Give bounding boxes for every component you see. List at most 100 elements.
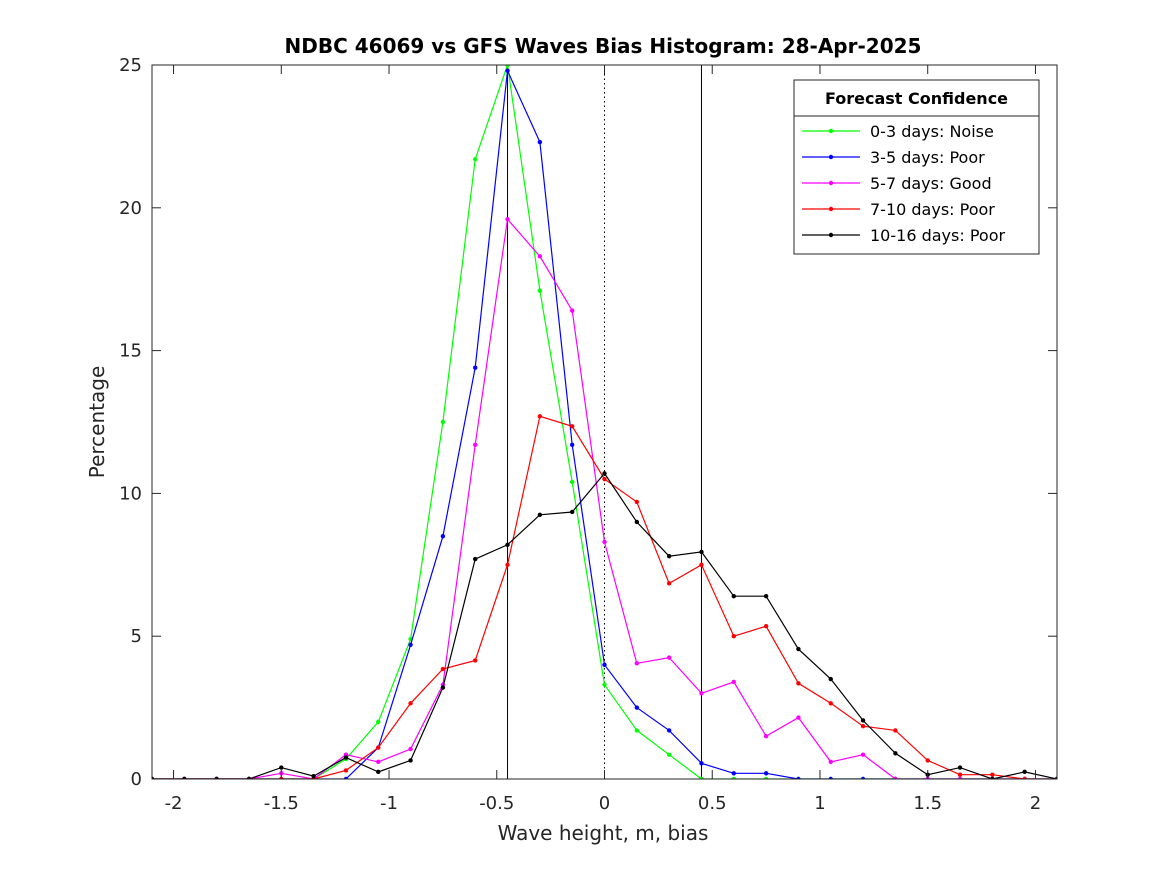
data-point: [1054, 776, 1057, 779]
data-point: [860, 723, 866, 729]
y-tick-label: 15: [119, 341, 142, 362]
data-point: [634, 519, 640, 525]
data-point: [860, 718, 866, 723]
legend-label: 3-5 days: Poor: [870, 148, 985, 167]
y-tick-label: 25: [119, 55, 142, 76]
data-point: [763, 733, 769, 739]
data-point: [602, 662, 607, 667]
y-tick-label: 10: [119, 483, 142, 504]
legend-item-3: 7-10 days: Poor: [802, 200, 995, 219]
data-point: [569, 442, 575, 448]
data-point: [408, 701, 413, 706]
data-point: [537, 414, 543, 419]
data-point: [731, 776, 736, 779]
data-point: [828, 776, 833, 779]
data-point: [796, 715, 801, 720]
data-point: [569, 509, 575, 515]
data-point: [376, 769, 381, 775]
data-point: [602, 476, 607, 482]
data-point: [473, 442, 478, 448]
x-tick-label: 0: [599, 793, 610, 814]
data-point: [537, 254, 543, 259]
data-point: [343, 768, 349, 773]
data-point: [505, 65, 510, 68]
data-point: [376, 745, 381, 750]
x-tick-label: -1.5: [264, 793, 299, 814]
x-axis-label: Wave height, m, bias: [498, 821, 709, 845]
data-point: [602, 539, 607, 545]
legend-item-2: 5-7 days: Good: [802, 174, 992, 193]
legend-marker: [828, 154, 834, 160]
data-point: [699, 761, 704, 766]
data-point: [990, 776, 995, 779]
data-point: [893, 776, 898, 779]
data-point: [505, 217, 510, 222]
data-point: [408, 758, 413, 763]
legend-label: 0-3 days: Noise: [870, 122, 994, 141]
data-point: [860, 752, 866, 757]
data-point: [634, 728, 640, 733]
reference-lines: [507, 65, 702, 779]
x-tick-label: 2: [1030, 793, 1041, 814]
data-point: [376, 719, 381, 725]
data-point: [763, 771, 769, 776]
data-point: [699, 776, 704, 779]
data-point: [699, 549, 704, 555]
chart-title: NDBC 46069 vs GFS Waves Bias Histogram: …: [285, 34, 922, 58]
data-point: [1022, 769, 1027, 775]
y-tick-label: 5: [131, 626, 142, 647]
data-point: [893, 751, 898, 756]
data-point: [214, 776, 219, 779]
data-point: [473, 556, 478, 562]
data-point: [957, 765, 963, 770]
data-point: [828, 701, 833, 706]
legend-label: 5-7 days: Good: [870, 174, 992, 193]
legend-title: Forecast Confidence: [825, 89, 1008, 108]
data-point: [505, 542, 510, 548]
y-tick-label: 0: [131, 769, 142, 790]
x-tick-label: 0.5: [698, 793, 727, 814]
data-point: [666, 655, 672, 660]
data-point: [505, 562, 510, 567]
data-point: [634, 661, 640, 666]
data-point: [957, 772, 963, 777]
legend-marker: [828, 232, 834, 238]
x-tick-label: -0.5: [479, 793, 514, 814]
data-point: [731, 594, 736, 599]
data-point: [957, 776, 963, 779]
y-tick-label: 20: [119, 198, 142, 219]
data-point: [505, 68, 510, 73]
data-point: [634, 705, 640, 710]
data-point: [602, 682, 607, 687]
data-point: [602, 471, 607, 476]
series-layer: [152, 65, 1057, 779]
data-point: [376, 759, 381, 765]
data-point: [763, 594, 769, 599]
data-point: [537, 288, 543, 293]
legend-label: 7-10 days: Poor: [870, 200, 995, 219]
legend-marker: [828, 128, 834, 134]
data-point: [569, 479, 575, 485]
data-point: [343, 776, 349, 779]
legend-marker: [828, 180, 834, 186]
data-point: [796, 681, 801, 686]
legend-marker: [828, 206, 834, 212]
data-point: [699, 691, 704, 696]
data-point: [763, 624, 769, 629]
data-point: [473, 365, 478, 370]
data-point: [763, 776, 769, 779]
x-tick-label: 1: [814, 793, 825, 814]
data-point: [537, 512, 543, 518]
data-point: [408, 642, 413, 647]
data-point: [828, 759, 833, 765]
data-point: [634, 499, 640, 505]
legend-item-0: 0-3 days: Noise: [802, 122, 994, 141]
data-point: [473, 157, 478, 162]
data-point: [925, 758, 930, 763]
data-point: [569, 424, 575, 429]
data-point: [1022, 776, 1027, 779]
data-point: [990, 772, 995, 777]
data-point: [828, 676, 833, 682]
